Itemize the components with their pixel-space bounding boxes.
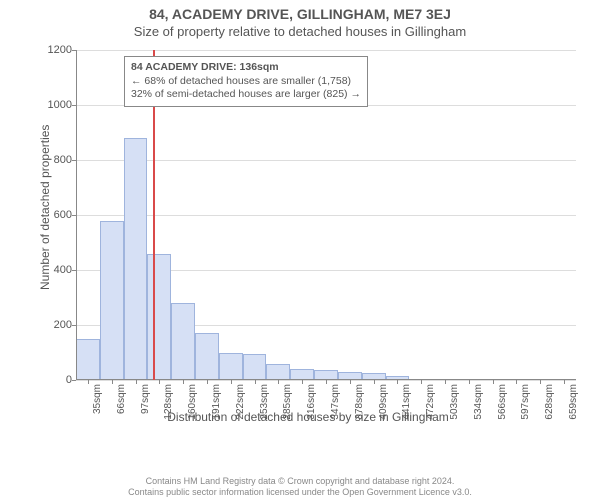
callout-line-3: 32% of semi-detached houses are larger (… <box>131 88 361 102</box>
y-tick-label: 1000 <box>32 99 72 111</box>
histogram-bar <box>147 254 171 381</box>
x-axis-line <box>76 379 576 380</box>
x-tick-mark <box>397 380 398 384</box>
x-tick-mark <box>445 380 446 384</box>
y-tick-label: 600 <box>32 209 72 221</box>
histogram-bar <box>76 339 100 380</box>
y-axis-line <box>76 50 77 380</box>
histogram-bar <box>124 138 148 380</box>
histogram-bar <box>243 354 267 380</box>
x-tick-mark <box>350 380 351 384</box>
histogram-bar <box>219 353 243 381</box>
histogram-bar <box>266 364 290 381</box>
x-tick-mark <box>207 380 208 384</box>
title-line-1: 84, ACADEMY DRIVE, GILLINGHAM, ME7 3EJ <box>0 0 600 22</box>
y-tick-label: 1200 <box>32 44 72 56</box>
callout-line-2: ← 68% of detached houses are smaller (1,… <box>131 75 361 89</box>
histogram-bar <box>100 221 124 381</box>
y-tick-mark <box>72 380 76 381</box>
footer-line-1: Contains HM Land Registry data © Crown c… <box>0 476 600 487</box>
chart-container: 84, ACADEMY DRIVE, GILLINGHAM, ME7 3EJ S… <box>0 0 600 500</box>
x-tick-mark <box>516 380 517 384</box>
x-tick-mark <box>540 380 541 384</box>
attribution-footer: Contains HM Land Registry data © Crown c… <box>0 476 600 498</box>
x-tick-mark <box>183 380 184 384</box>
x-tick-mark <box>564 380 565 384</box>
x-tick-mark <box>493 380 494 384</box>
plot-region: 84 ACADEMY DRIVE: 136sqm ← 68% of detach… <box>76 50 576 380</box>
histogram-bar <box>171 303 195 380</box>
x-tick-mark <box>421 380 422 384</box>
y-tick-label: 400 <box>32 264 72 276</box>
x-tick-mark <box>326 380 327 384</box>
footer-line-2: Contains public sector information licen… <box>0 487 600 498</box>
histogram-bar <box>195 333 219 380</box>
x-tick-mark <box>374 380 375 384</box>
x-tick-mark <box>278 380 279 384</box>
chart-area: Number of detached properties 84 ACADEMY… <box>38 50 578 430</box>
x-tick-mark <box>136 380 137 384</box>
x-tick-mark <box>255 380 256 384</box>
gridline <box>76 50 576 51</box>
callout-line-1: 84 ACADEMY DRIVE: 136sqm <box>131 61 361 75</box>
y-tick-label: 800 <box>32 154 72 166</box>
callout-box: 84 ACADEMY DRIVE: 136sqm ← 68% of detach… <box>124 56 368 107</box>
x-tick-mark <box>231 380 232 384</box>
x-axis-label: Distribution of detached houses by size … <box>38 410 578 424</box>
y-tick-label: 200 <box>32 319 72 331</box>
x-tick-mark <box>112 380 113 384</box>
x-tick-mark <box>469 380 470 384</box>
title-line-2: Size of property relative to detached ho… <box>0 22 600 39</box>
x-tick-mark <box>88 380 89 384</box>
gridline <box>76 215 576 216</box>
x-tick-mark <box>159 380 160 384</box>
y-tick-label: 0 <box>32 374 72 386</box>
gridline <box>76 160 576 161</box>
x-tick-mark <box>302 380 303 384</box>
